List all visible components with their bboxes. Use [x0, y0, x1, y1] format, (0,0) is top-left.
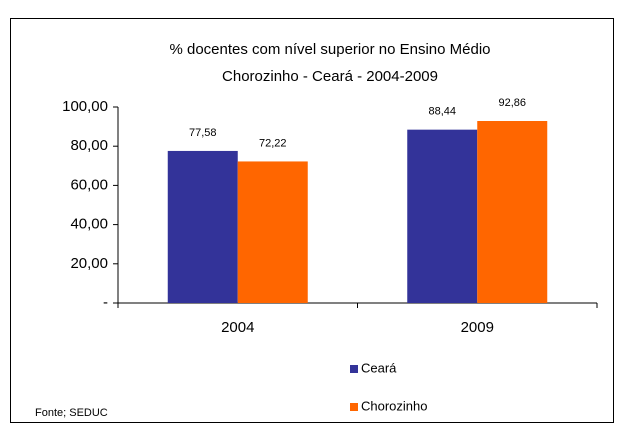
data-label: 77,58 [189, 127, 217, 139]
x-tick-label: 2004 [221, 319, 254, 336]
data-label: 72,22 [259, 137, 287, 149]
x-tick-label: 2009 [461, 319, 494, 336]
y-tick-label: 60,00 [70, 176, 108, 193]
y-tick-label: 40,00 [70, 216, 108, 233]
chart-title: % docentes com nível superior no Ensino … [169, 41, 490, 58]
legend-swatch [350, 403, 358, 411]
y-tick-label: - [103, 294, 108, 311]
bar [477, 120, 548, 303]
data-label: 92,86 [498, 97, 526, 109]
bar [237, 161, 308, 303]
bar [167, 150, 238, 303]
legend-label: Ceará [361, 360, 397, 375]
y-tick-label: 100,00 [62, 98, 108, 115]
legend-swatch [350, 365, 358, 373]
bar [407, 129, 478, 303]
y-tick-label: 80,00 [70, 137, 108, 154]
y-tick-label: 20,00 [70, 255, 108, 272]
legend-label: Chorozinho [361, 398, 428, 413]
source-note: Fonte; SEDUC [35, 407, 108, 419]
chart-subtitle: Chorozinho - Ceará - 2004-2009 [222, 68, 438, 85]
data-label: 88,44 [428, 106, 456, 118]
